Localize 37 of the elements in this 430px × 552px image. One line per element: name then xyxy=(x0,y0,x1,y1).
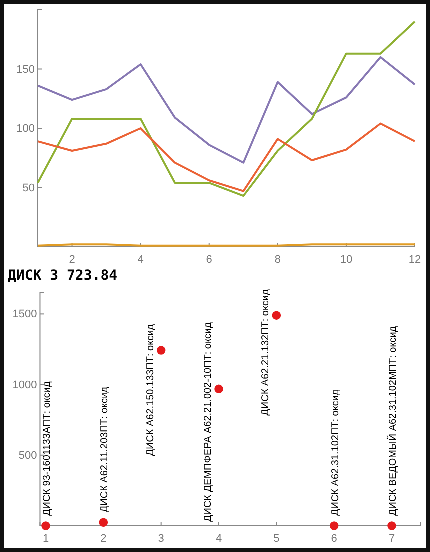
y-tick-label: 1500 xyxy=(12,308,38,321)
line-series xyxy=(37,20,416,198)
line-series xyxy=(37,122,416,192)
x-tick-label: 7 xyxy=(388,533,396,546)
x-tick-label: 6 xyxy=(331,533,338,546)
x-tick-label: 3 xyxy=(158,533,164,546)
point xyxy=(388,522,396,530)
point xyxy=(156,346,166,355)
annotation: ДИСК ДЕМПФЕРА А62.21.002-10ПТ: оксид xyxy=(203,322,214,522)
x-tick-label: 5 xyxy=(274,533,280,546)
line-series xyxy=(37,56,416,164)
annotation: ДИСК 93-1601133АПТ: оксид xyxy=(42,382,53,516)
annotation: ДИСК А62.31.102ПТ: оксид xyxy=(330,390,342,516)
x-tick-label: 1 xyxy=(42,533,50,546)
x-tick-label: 2 xyxy=(69,254,76,266)
x-tick-label: 12 xyxy=(408,254,422,266)
x-tick-label: 6 xyxy=(206,254,212,266)
x-tick-label: 4 xyxy=(138,254,144,266)
y-tick-label: 150 xyxy=(16,64,35,76)
point xyxy=(99,518,108,527)
chart-title: ДИСК 3 723.84 xyxy=(8,268,118,284)
annotation: ДИСК ВЕДОМЫЙ А62.31.102МПТ: оксид xyxy=(386,326,399,516)
y-tick-label: 100 xyxy=(16,123,35,136)
point xyxy=(330,522,339,530)
annotation: ДИСК А62.11.203ПТ: оксид xyxy=(100,386,111,513)
point xyxy=(214,384,224,394)
y-tick-label: 50 xyxy=(22,182,35,194)
annotation: ДИСК А62.150.133ПТ: оксид xyxy=(145,324,156,456)
x-tick-label: 2 xyxy=(100,533,107,546)
x-tick-label: 10 xyxy=(340,254,353,266)
x-tick-label: 4 xyxy=(216,533,222,546)
point xyxy=(272,311,282,320)
point xyxy=(42,522,50,530)
x-tick-label: 8 xyxy=(274,254,281,266)
y-tick-label: 1000 xyxy=(12,379,38,392)
annotation: ДИСК А62.21.132ПТ: оксид xyxy=(260,289,272,416)
y-tick-label: 500 xyxy=(18,450,38,462)
